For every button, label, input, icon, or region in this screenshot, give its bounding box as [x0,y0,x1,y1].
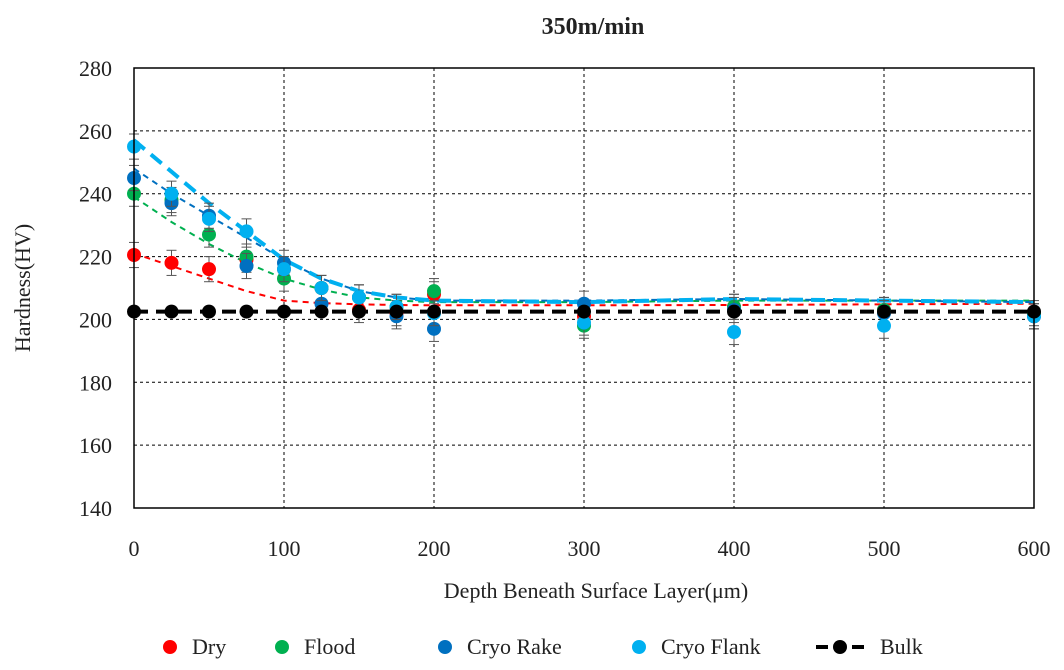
x-tick-label: 100 [268,536,301,561]
legend-label: Dry [192,634,226,659]
data-point [352,304,366,319]
legend-label: Bulk [880,634,923,659]
y-tick-label: 140 [79,496,112,521]
data-point [202,211,216,226]
data-point [164,255,179,270]
data-point [877,304,891,319]
data-point [427,304,441,319]
y-tick-label: 260 [79,119,112,144]
data-point [577,304,591,319]
data-point [202,304,216,319]
data-point [239,304,254,319]
x-tick-labels: 0 100 200 300 400 500 600 [129,536,1051,561]
y-tick-label: 160 [79,433,112,458]
x-tick-label: 500 [868,536,901,561]
plot-area-frame [133,67,1035,509]
data-point [239,224,254,239]
y-tick-label: 280 [79,56,112,81]
data-point [277,304,291,319]
legend-marker [438,640,452,654]
x-tick-label: 200 [418,536,451,561]
x-axis-title: Depth Beneath Surface Layer(μm) [444,578,748,603]
data-point [314,304,329,319]
y-tick-labels: 140 160 180 200 220 240 260 280 [79,56,112,521]
x-tick-label: 300 [568,536,601,561]
legend: Dry Flood Cryo Rake Cryo Flank Bulk [163,634,923,659]
x-tick-label: 400 [718,536,751,561]
y-tick-label: 180 [79,370,112,395]
data-point [202,262,216,277]
data-point [277,262,291,277]
legend-marker [163,640,177,654]
data-point [427,284,441,299]
y-tick-label: 240 [79,182,112,207]
y-tick-label: 220 [79,245,112,270]
data-point [727,325,741,339]
data-point [239,259,254,273]
data-point [352,290,366,305]
data-point [389,304,404,319]
gridlines [134,68,1034,508]
x-tick-label: 600 [1018,536,1051,561]
data-point [577,315,591,330]
x-tick-label: 0 [129,536,140,561]
legend-label: Cryo Rake [467,634,562,659]
y-tick-label: 200 [79,307,112,332]
data-point [727,304,741,319]
data-point [164,186,179,201]
chart-title: 350m/min [542,14,645,40]
legend-marker [833,640,847,654]
legend-label: Flood [304,634,355,659]
legend-marker [632,640,646,654]
data-point [164,304,179,319]
data-point [314,281,329,295]
legend-label: Cryo Flank [661,634,761,659]
legend-marker [275,640,289,654]
data-point [877,318,891,333]
y-axis-title: Hardness(HV) [10,224,35,352]
